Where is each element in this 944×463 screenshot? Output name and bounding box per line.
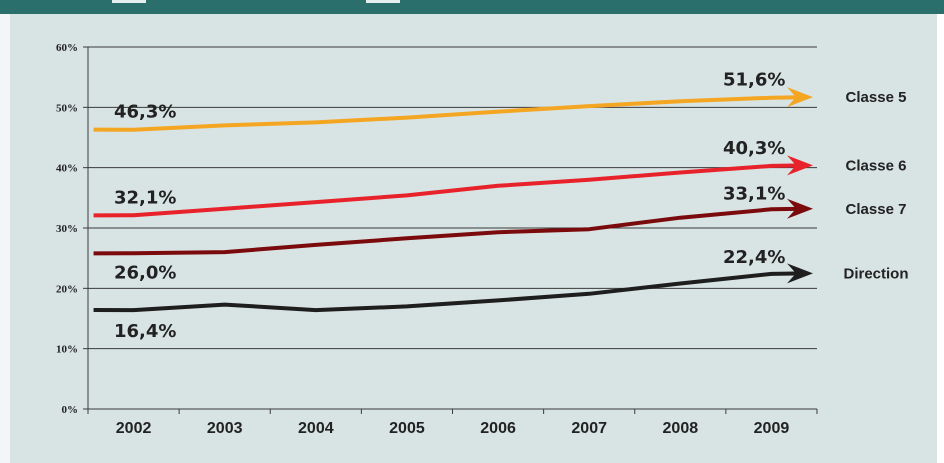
grid-lines: [88, 46, 817, 350]
series-arrowhead: [787, 155, 813, 176]
series-label: Direction: [843, 265, 908, 282]
start-value-label: 32,1%: [114, 187, 176, 208]
y-tick-label: 60%: [56, 42, 78, 54]
end-value-label: 51,6%: [723, 70, 785, 91]
right-margin: [937, 14, 944, 463]
x-tick-label: 2009: [754, 420, 790, 437]
y-tick-label: 30%: [56, 223, 78, 235]
title-bar-notch: [366, 0, 400, 3]
series-line: [93, 163, 804, 218]
series-arrowhead: [787, 87, 813, 108]
series-arrowhead: [787, 263, 813, 284]
y-tick-label: 20%: [56, 283, 78, 295]
x-tick-label: 2008: [663, 420, 699, 437]
end-value-label: 33,1%: [723, 183, 785, 204]
series-line: [93, 206, 804, 256]
end-value-label: 40,3%: [723, 138, 785, 159]
series-label: Classe 6: [846, 157, 907, 174]
left-margin: [0, 14, 10, 463]
series-line: [93, 95, 804, 132]
x-tick-label: 2004: [298, 420, 334, 437]
start-value-label: 46,3%: [114, 102, 176, 123]
title-bar: [0, 0, 944, 14]
y-tick-label: 0%: [62, 404, 79, 416]
x-axis-ticks: 2002 2003 2004 2005 2006 2007 2008 2009: [87, 409, 818, 437]
data-labels: Classe 5 Classe 6 Classe 7 Direction 46,3% 51…: [114, 70, 909, 342]
start-value-label: 26,0%: [114, 262, 176, 283]
series-lines: [93, 87, 813, 313]
title-bar-notch: [112, 0, 146, 3]
end-value-label: 22,4%: [723, 247, 785, 268]
x-tick-label: 2006: [480, 420, 516, 437]
start-value-label: 16,4%: [114, 321, 176, 342]
x-tick-label: 2005: [389, 420, 425, 437]
series-label: Classe 7: [846, 201, 907, 218]
y-tick-label: 50%: [56, 102, 78, 114]
y-tick-label: 10%: [56, 344, 78, 356]
series-label: Classe 5: [846, 89, 907, 106]
x-tick-label: 2002: [116, 420, 152, 437]
x-tick-label: 2007: [571, 420, 607, 437]
series-line: [93, 271, 804, 313]
series-arrowhead: [787, 198, 813, 219]
x-tick-label: 2003: [207, 420, 243, 437]
y-axis-ticks: 0% 10% 20% 30% 40% 50% 60%: [56, 42, 88, 416]
y-tick-label: 40%: [56, 163, 78, 175]
